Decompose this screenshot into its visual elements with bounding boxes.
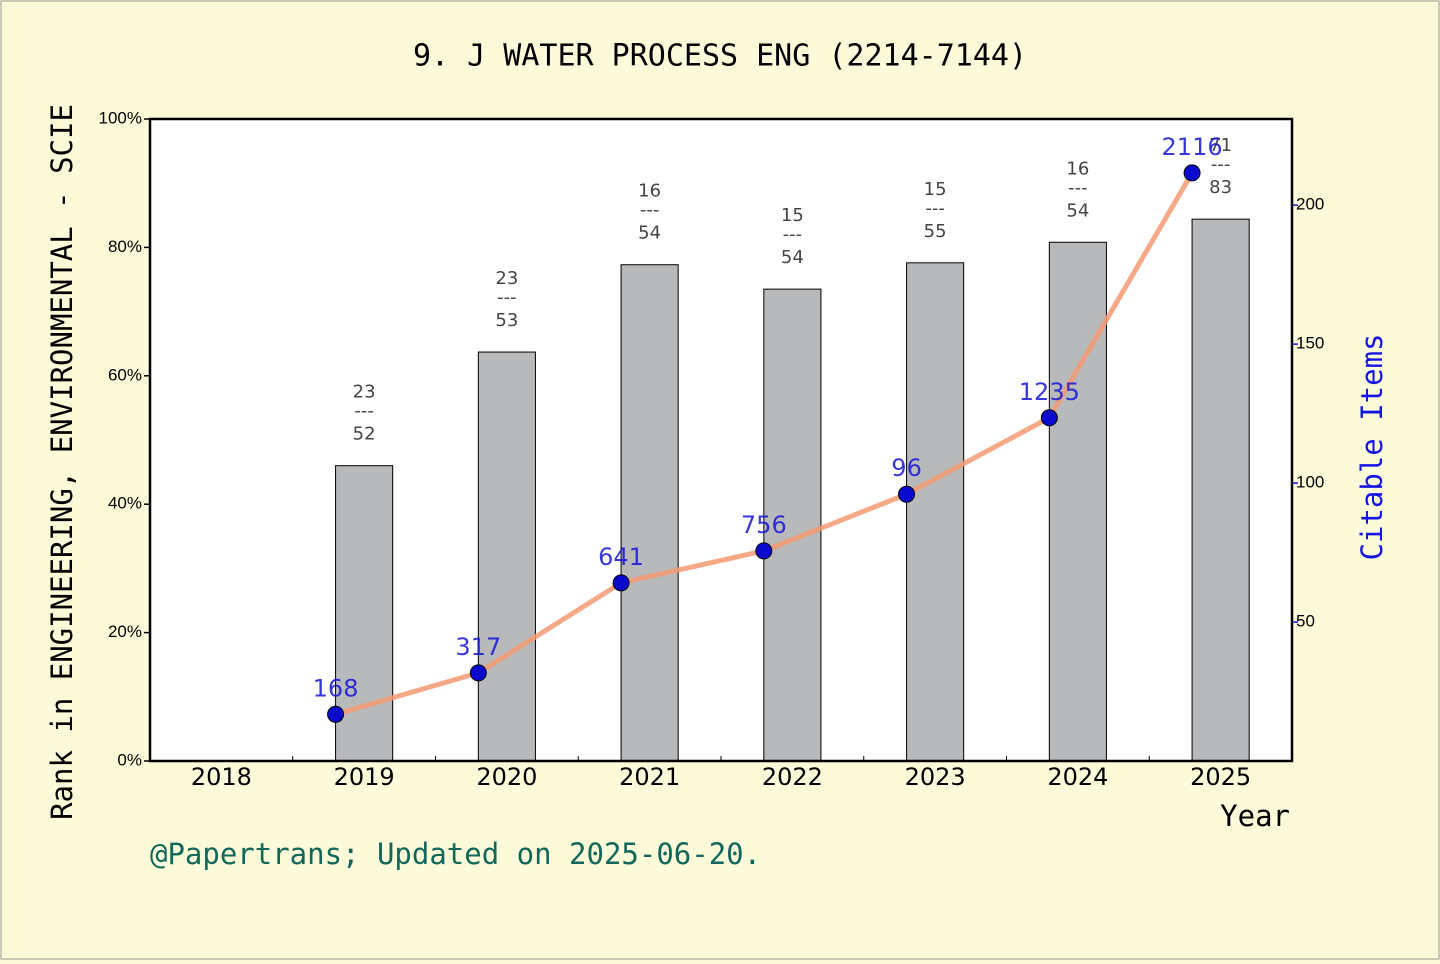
rank-separator: --- — [640, 200, 660, 221]
bar — [763, 288, 822, 762]
bar — [335, 465, 394, 762]
y-tick-label: 100% — [99, 108, 142, 127]
rank-label: 23 — [353, 382, 376, 403]
marker — [755, 542, 773, 560]
x-tick-label: 2018 — [191, 763, 252, 791]
rank-separator: --- — [925, 198, 945, 219]
marker — [1040, 409, 1058, 427]
footer: @Papertrans; Updated on 2025-06-20. — [150, 837, 761, 871]
value-label: 317 — [455, 633, 501, 661]
rank-label: 55 — [924, 221, 947, 242]
y-tick-label: 0% — [117, 750, 142, 769]
rank-label: 23 — [495, 268, 518, 289]
y-tick-label: 20% — [108, 622, 142, 641]
x-tick-label: 2021 — [619, 763, 680, 791]
rank-separator: --- — [354, 401, 374, 422]
x-tick-label: 2022 — [762, 763, 823, 791]
rank-label: 16 — [638, 181, 661, 202]
y-tick-label: 40% — [108, 494, 142, 513]
rank-separator: --- — [497, 287, 517, 308]
rank-separator: --- — [1068, 177, 1088, 198]
rank-label: 54 — [1066, 200, 1089, 221]
rank-separator: --- — [1211, 154, 1231, 175]
plot-area — [150, 119, 1292, 761]
value-label: 2116 — [1162, 133, 1223, 161]
rank-label: 54 — [638, 223, 661, 244]
rank-label: 15 — [924, 179, 947, 200]
y-tick-label: 80% — [108, 237, 142, 256]
rank-label: 52 — [353, 424, 376, 445]
y2-axis-label: Citable Items — [1355, 334, 1389, 561]
rank-label: 54 — [781, 247, 804, 268]
y-tick-label: 60% — [108, 365, 142, 384]
bar — [1048, 241, 1107, 762]
marker — [327, 705, 345, 723]
bar — [1191, 218, 1250, 762]
rank-label: 53 — [495, 310, 518, 331]
x-tick-label: 2024 — [1047, 763, 1108, 791]
x-tick-label: 2020 — [476, 763, 537, 791]
x-tick-label: 2025 — [1190, 763, 1251, 791]
bar — [906, 262, 965, 762]
value-label: 168 — [313, 674, 359, 702]
bar — [620, 264, 679, 762]
marker — [612, 574, 630, 592]
x-tick-label: 2023 — [905, 763, 966, 791]
value-label: 96 — [891, 454, 922, 482]
value-label: 1235 — [1019, 378, 1080, 406]
rank-label: 71 — [1209, 135, 1232, 156]
y2-tick-label: 50 — [1296, 612, 1315, 631]
marker — [898, 485, 916, 503]
marker — [469, 664, 487, 682]
rank-label: 15 — [781, 205, 804, 226]
x-axis-label: Year — [1220, 799, 1290, 833]
value-label: 641 — [598, 543, 644, 571]
y2-tick-label: 100 — [1296, 473, 1324, 492]
rank-separator: --- — [783, 224, 803, 245]
rank-label: 83 — [1209, 177, 1232, 198]
plot-frame — [148, 117, 1294, 763]
y2-tick-label: 150 — [1296, 334, 1324, 353]
value-label: 756 — [741, 511, 787, 539]
rank-label: 16 — [1066, 158, 1089, 179]
chart-title: 9. J WATER PROCESS ENG (2214-7144) — [413, 39, 1027, 74]
marker — [1183, 164, 1201, 182]
x-tick-label: 2019 — [334, 763, 395, 791]
y-axis-label: Rank in ENGINEERING, ENVIRONMENTAL - SCI… — [45, 104, 79, 820]
bar — [477, 351, 536, 762]
y2-tick-label: 200 — [1296, 195, 1324, 214]
